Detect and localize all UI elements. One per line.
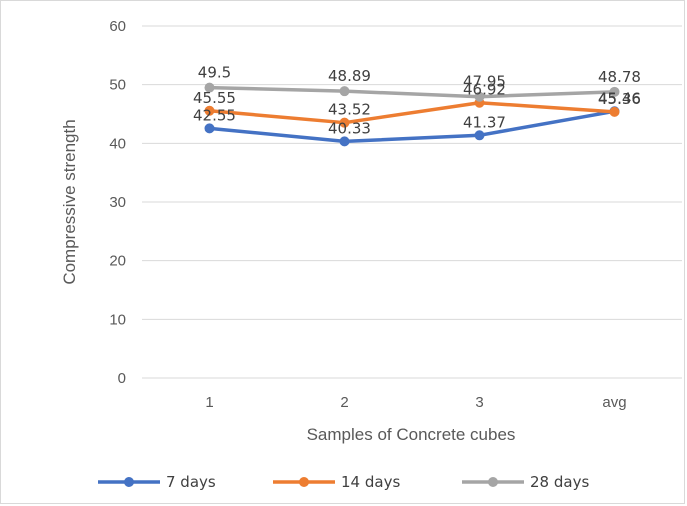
x-axis-title: Samples of Concrete cubes xyxy=(307,425,516,444)
data-point xyxy=(609,106,620,117)
y-tick-label: 60 xyxy=(109,18,126,35)
data-label: 47.95 xyxy=(463,73,506,91)
y-tick-label: 10 xyxy=(109,311,126,328)
y-tick-label: 40 xyxy=(109,135,126,152)
data-point xyxy=(474,130,485,141)
data-point xyxy=(609,86,620,97)
series-line xyxy=(207,85,617,99)
data-point xyxy=(204,105,215,116)
legend-label: 14 days xyxy=(341,473,400,491)
y-axis-ticks: 0 10 20 30 40 50 60 xyxy=(109,18,126,387)
data-point xyxy=(339,136,350,147)
series-lines xyxy=(204,82,620,147)
data-label: 48.78 xyxy=(598,68,641,86)
x-tick-label: avg xyxy=(602,394,626,411)
data-label: 43.52 xyxy=(328,101,371,119)
data-label: 41.37 xyxy=(463,113,506,131)
y-tick-label: 30 xyxy=(109,194,126,211)
data-label: 45.46 xyxy=(598,89,641,107)
y-axis-title: Compressive strength xyxy=(60,119,79,284)
data-labels: 42.55 40.33 41.37 45.46 45.55 43.52 46.92 45.36… xyxy=(193,64,641,138)
series-line xyxy=(207,100,617,125)
series-line xyxy=(207,109,617,144)
y-tick-label: 50 xyxy=(109,77,126,94)
x-tick-label: 1 xyxy=(205,394,213,411)
legend-marker xyxy=(488,477,498,487)
data-label: 45.36 xyxy=(598,90,641,108)
legend-marker xyxy=(124,477,134,487)
data-label: 46.92 xyxy=(463,81,506,99)
legend-label: 28 days xyxy=(530,473,589,491)
data-label: 49.5 xyxy=(198,64,231,82)
data-label: 48.89 xyxy=(328,67,371,85)
data-point xyxy=(339,117,350,128)
x-tick-label: 3 xyxy=(475,394,483,411)
data-point xyxy=(474,91,485,102)
data-label: 42.55 xyxy=(193,106,236,124)
legend-marker xyxy=(299,477,309,487)
data-label: 40.33 xyxy=(328,119,371,137)
legend-label: 7 days xyxy=(166,473,216,491)
y-tick-label: 0 xyxy=(118,370,126,387)
x-tick-label: 2 xyxy=(340,394,348,411)
data-point xyxy=(204,123,215,134)
legend: 7 days 14 days 28 days xyxy=(98,473,589,491)
data-point xyxy=(204,82,215,93)
data-point xyxy=(339,86,350,97)
gridlines xyxy=(142,25,682,379)
y-tick-label: 20 xyxy=(109,253,126,270)
data-label: 45.55 xyxy=(193,89,236,107)
x-axis-ticks: 1 2 3 avg xyxy=(205,394,626,411)
